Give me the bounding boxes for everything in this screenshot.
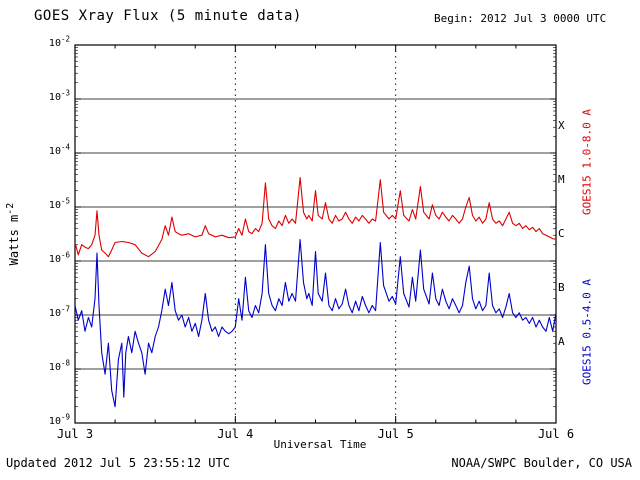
- y-tick-label: 10-5: [48, 196, 70, 211]
- x-tick-label: Jul 6: [537, 427, 575, 441]
- flare-class-c-label: C: [558, 227, 565, 240]
- y-tick-label: 10-7: [48, 304, 70, 319]
- flare-class-b-label: B: [558, 281, 565, 294]
- y-axis-label: Watts m-2: [5, 202, 21, 266]
- chart-title: GOES Xray Flux (5 minute data): [34, 8, 302, 24]
- y-axis-label-exponent: -2: [5, 202, 16, 215]
- flare-class-a-label: A: [558, 335, 565, 348]
- series-label-long-wavelength: GOES15 1.0-8.0 A: [580, 109, 594, 215]
- y-axis-label-text: Watts m: [7, 214, 21, 266]
- series-label-short-wavelength: GOES15 0.5-4.0 A: [580, 279, 594, 385]
- updated-timestamp: Updated 2012 Jul 5 23:55:12 UTC: [6, 456, 230, 470]
- flare-class-m-label: M: [558, 173, 565, 186]
- y-tick-label: 10-6: [48, 250, 70, 265]
- flare-class-x-label: X: [558, 119, 565, 132]
- x-tick-label: Jul 4: [217, 427, 254, 441]
- begin-time-label: Begin: 2012 Jul 3 0000 UTC: [434, 12, 607, 25]
- credit-label: NOAA/SWPC Boulder, CO USA: [451, 456, 632, 470]
- y-tick-label: 10-3: [48, 88, 70, 103]
- y-tick-label: 10-2: [48, 34, 70, 49]
- x-tick-label: Jul 3: [56, 427, 94, 441]
- y-tick-label: 10-8: [48, 358, 70, 373]
- y-tick-label: 10-4: [48, 142, 70, 157]
- x-axis-label: Universal Time: [273, 438, 367, 451]
- x-tick-label: Jul 5: [377, 427, 414, 441]
- y-tick-label: 10-9: [48, 412, 70, 427]
